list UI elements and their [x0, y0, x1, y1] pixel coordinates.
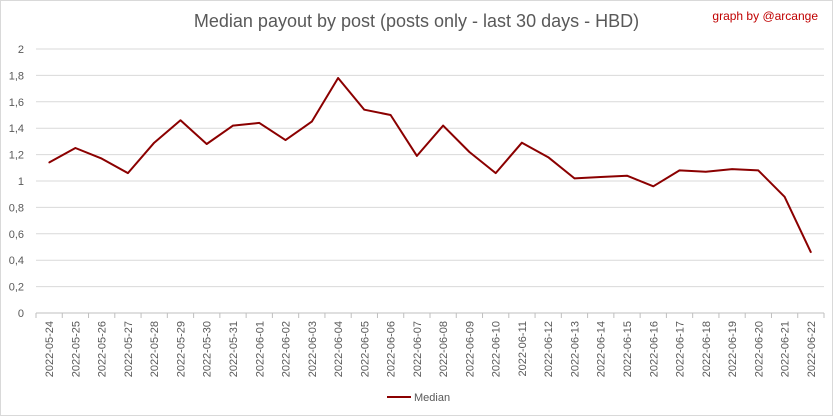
y-tick-label: 0,8 — [9, 202, 24, 214]
data-point — [258, 122, 261, 124]
data-point — [311, 120, 313, 123]
x-tick-label: 2022-05-28 — [149, 321, 161, 377]
data-point — [74, 147, 77, 149]
data-point — [678, 169, 681, 172]
x-tick-label: 2022-06-21 — [780, 321, 792, 377]
data-point — [100, 157, 103, 160]
data-point — [652, 185, 655, 188]
x-tick-label: 2022-05-31 — [228, 321, 240, 377]
x-tick-label: 2022-06-14 — [596, 321, 608, 377]
x-tick-label: 2022-05-27 — [123, 321, 135, 377]
y-tick-label: 1,6 — [9, 97, 24, 109]
x-tick-label: 2022-05-29 — [175, 321, 187, 377]
x-tick-label: 2022-06-17 — [675, 321, 687, 377]
data-point — [547, 156, 549, 159]
data-point — [48, 161, 50, 164]
y-tick-label: 1 — [18, 176, 24, 188]
x-tick-label: 2022-06-16 — [648, 321, 660, 377]
y-tick-label: 1,8 — [9, 70, 24, 82]
data-point — [705, 170, 707, 173]
data-point — [599, 176, 602, 178]
chart-title: Median payout by post (posts only - last… — [193, 11, 640, 31]
data-point — [416, 155, 418, 157]
data-point — [573, 177, 576, 180]
x-tick-label: 2022-06-06 — [386, 321, 398, 377]
data-point — [363, 108, 366, 111]
legend-label: Median — [414, 392, 450, 404]
x-tick-label: 2022-06-03 — [307, 321, 319, 377]
data-point — [494, 172, 497, 174]
data-point — [205, 143, 208, 145]
y-tick-label: 0,6 — [9, 229, 24, 241]
x-tick-label: 2022-06-07 — [412, 321, 424, 377]
x-tick-label: 2022-06-09 — [464, 321, 476, 377]
data-point — [153, 141, 155, 144]
x-tick-label: 2022-06-08 — [438, 321, 450, 377]
data-point — [337, 77, 339, 79]
x-tick-label: 2022-06-19 — [727, 321, 739, 377]
data-point — [389, 114, 392, 116]
data-point — [232, 124, 234, 127]
data-point — [626, 174, 628, 177]
x-tick-label: 2022-05-24 — [44, 321, 56, 377]
data-point — [284, 139, 287, 141]
data-point — [179, 119, 182, 122]
x-tick-label: 2022-05-25 — [70, 321, 82, 377]
series-line-median — [48, 77, 812, 253]
x-tick-label: 2022-06-12 — [543, 321, 555, 377]
x-tick-label: 2022-06-13 — [569, 321, 581, 377]
x-tick-label: 2022-06-04 — [333, 321, 345, 377]
y-tick-label: 2 — [18, 44, 24, 56]
y-tick-label: 1,4 — [9, 123, 24, 135]
data-point — [757, 169, 760, 172]
data-point — [783, 196, 786, 198]
y-tick-label: 0 — [18, 308, 24, 320]
y-tick-label: 0,2 — [9, 282, 24, 294]
y-tick-label: 0,4 — [9, 255, 24, 267]
x-tick-label: 2022-06-01 — [254, 321, 266, 377]
data-point — [731, 168, 733, 170]
data-point — [127, 172, 129, 174]
x-tick-label: 2022-06-15 — [622, 321, 634, 377]
x-tick-label: 2022-06-05 — [359, 321, 371, 377]
credit-label: graph by @arcange — [712, 9, 818, 23]
x-tick-label: 2022-05-30 — [202, 321, 214, 377]
data-point — [521, 141, 523, 144]
x-tick-label: 2022-06-11 — [517, 321, 529, 376]
x-tick-label: 2022-06-10 — [491, 321, 503, 377]
data-point — [468, 151, 471, 153]
x-tick-label: 2022-06-18 — [701, 321, 713, 377]
y-tick-label: 1,2 — [9, 150, 24, 162]
x-tick-label: 2022-06-20 — [753, 321, 765, 377]
data-point — [810, 251, 812, 254]
x-tick-label: 2022-06-22 — [806, 321, 818, 377]
x-tick-label: 2022-05-26 — [97, 321, 109, 377]
x-tick-label: 2022-06-02 — [281, 321, 293, 377]
data-point — [442, 124, 444, 127]
